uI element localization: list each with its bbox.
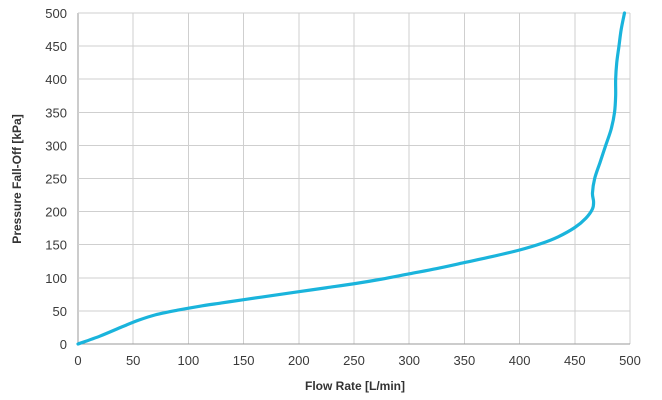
tick-label-layer: 0 50 100 150 200 250 300 350 400 450 500 0 50 100 150 2… [45,6,641,368]
x-tick-label: 350 [454,353,476,368]
y-axis-title: Pressure Fall-Off [kPa] [10,114,24,243]
y-tick-label: 200 [45,205,67,220]
y-tick-label: 500 [45,6,67,21]
x-tick-label: 400 [509,353,531,368]
x-axis-title: Flow Rate [L/min] [305,379,405,393]
x-tick-label: 100 [178,353,200,368]
y-tick-label: 100 [45,271,67,286]
x-tick-label: 150 [233,353,255,368]
x-tick-label: 250 [343,353,365,368]
x-tick-label: 500 [619,353,641,368]
x-tick-label: 450 [564,353,586,368]
pressure-flow-series-line [76,11,627,346]
y-tick-label: 150 [45,238,67,253]
y-tick-label: 300 [45,138,67,153]
y-tick-label: 250 [45,172,67,187]
y-tick-label: 400 [45,72,67,87]
y-tick-label: 50 [53,304,67,319]
y-tick-label: 450 [45,39,67,54]
series-layer [76,11,627,346]
grid-layer [77,12,631,345]
x-tick-label: 50 [126,353,140,368]
y-tick-label: 0 [60,337,67,352]
y-tick-label: 350 [45,105,67,120]
x-tick-label: 200 [288,353,310,368]
x-tick-label: 0 [74,353,81,368]
x-tick-label: 300 [398,353,420,368]
